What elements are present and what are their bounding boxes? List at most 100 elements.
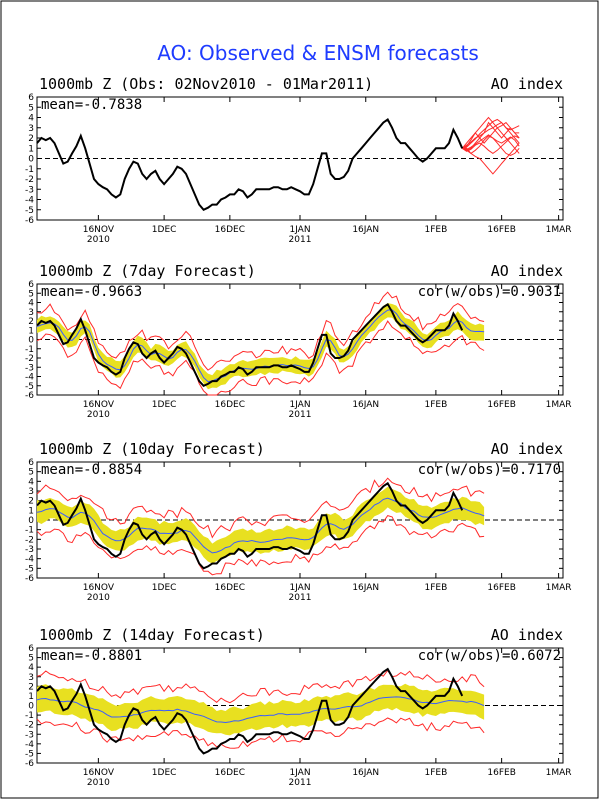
y-tick-label: -1	[25, 711, 34, 721]
x-tick-year: 2011	[289, 778, 312, 788]
y-tick-label: 6	[28, 93, 34, 103]
mean-label: mean=-0.8854	[41, 462, 142, 478]
chart-panel: 1000mb Z (7day Forecast) AO index mean=-0.…	[25, 262, 572, 420]
ensemble-spread-band	[37, 303, 485, 390]
ensemble-member-line	[462, 118, 520, 149]
mean-label: mean=-0.7838	[41, 97, 142, 113]
y-tick-label: 1	[28, 506, 34, 516]
y-tick-label: 4	[28, 663, 34, 673]
x-tick-label: 16FEB	[487, 225, 516, 235]
y-tick-label: -6	[25, 216, 34, 226]
y-tick-label: -3	[25, 545, 34, 555]
y-tick-label: -3	[25, 730, 34, 740]
y-tick-label: -2	[25, 175, 34, 185]
ensemble-member-line	[461, 116, 520, 149]
y-tick-label: -6	[25, 574, 34, 584]
x-tick-label: 16DEC	[215, 400, 245, 410]
observed-series-line	[36, 303, 464, 387]
x-tick-label: 1FEB	[425, 225, 448, 235]
chart-panel: 1000mb Z (14day Forecast) AO index mean=-0…	[25, 626, 572, 788]
x-tick-year: 2010	[87, 235, 110, 245]
x-tick-label: 1DEC	[152, 768, 177, 778]
x-tick-label: 1MAR	[546, 225, 572, 235]
observed-series-line	[36, 667, 464, 755]
y-tick-label: -1	[25, 345, 34, 355]
x-tick-year: 2010	[87, 778, 110, 788]
ensemble-min-line	[36, 320, 485, 396]
ensemble-max-line	[36, 291, 485, 371]
y-tick-label: 5	[28, 289, 34, 299]
y-tick-label: 1	[28, 144, 34, 154]
panel-title: 1000mb Z (10day Forecast)	[39, 440, 265, 458]
panel-index-label: AO index	[491, 626, 563, 644]
ensemble-mean-line	[36, 696, 485, 724]
x-tick-label: 1DEC	[152, 400, 177, 410]
panel-title: 1000mb Z (Obs: 02Nov2010 - 01Mar2011)	[39, 75, 373, 93]
x-tick-label: 16FEB	[487, 768, 516, 778]
y-tick-label: 4	[28, 477, 34, 487]
x-tick-label: 16NOV	[83, 583, 115, 593]
x-tick-label: 1FEB	[425, 583, 448, 593]
chart-panel: 1000mb Z (Obs: 02Nov2010 - 01Mar2011) AO …	[25, 75, 572, 245]
y-tick-label: -1	[25, 165, 34, 175]
ensemble-min-line	[36, 515, 485, 576]
x-tick-label: 16JAN	[352, 768, 379, 778]
panel-title: 1000mb Z (7day Forecast)	[39, 262, 256, 280]
y-tick-label: 4	[28, 299, 34, 309]
ensemble-member-line	[461, 121, 520, 149]
x-tick-label: 1MAR	[546, 583, 572, 593]
y-tick-label: 3	[28, 673, 34, 683]
x-tick-label: 1JAN	[289, 768, 310, 778]
x-tick-label: 1MAR	[546, 400, 572, 410]
y-tick-label: 2	[28, 682, 34, 692]
x-tick-year: 2010	[87, 410, 110, 420]
y-tick-label: 3	[28, 487, 34, 497]
ensemble-member-line	[461, 142, 520, 175]
x-tick-year: 2011	[289, 410, 312, 420]
y-tick-label: 3	[28, 308, 34, 318]
y-tick-label: 5	[28, 654, 34, 664]
x-tick-label: 1MAR	[546, 768, 572, 778]
y-tick-label: -5	[25, 382, 34, 392]
y-tick-label: -5	[25, 564, 34, 574]
panel-title: 1000mb Z (14day Forecast)	[39, 626, 265, 644]
x-tick-label: 16DEC	[215, 768, 245, 778]
panel-index-label: AO index	[491, 262, 563, 280]
observed-series-line	[36, 118, 464, 212]
y-tick-label: 5	[28, 103, 34, 113]
ensemble-member-line	[461, 121, 520, 151]
y-tick-label: 3	[28, 124, 34, 134]
y-tick-label: 6	[28, 644, 34, 654]
y-tick-label: -2	[25, 354, 34, 364]
y-tick-label: -1	[25, 526, 34, 536]
mean-label: mean=-0.9663	[41, 284, 142, 300]
x-tick-label: 16NOV	[83, 225, 115, 235]
y-tick-label: 0	[28, 336, 34, 346]
page-title: AO: Observed & ENSM forecasts	[157, 41, 479, 65]
ensemble-member-line	[461, 127, 520, 154]
y-tick-label: -4	[25, 740, 34, 750]
observed-series-line	[36, 481, 464, 570]
x-tick-label: 16NOV	[83, 768, 115, 778]
x-tick-label: 1FEB	[425, 768, 448, 778]
y-tick-label: -3	[25, 363, 34, 373]
x-tick-label: 16FEB	[487, 583, 516, 593]
y-tick-label: 1	[28, 692, 34, 702]
x-tick-label: 1DEC	[152, 225, 177, 235]
y-tick-label: 0	[28, 702, 34, 712]
y-tick-label: 2	[28, 317, 34, 327]
ensemble-spread-band	[37, 486, 485, 564]
chart-panels: 1000mb Z (Obs: 02Nov2010 - 01Mar2011) AO …	[25, 75, 572, 788]
y-tick-label: -5	[25, 206, 34, 216]
y-tick-label: 0	[28, 155, 34, 165]
x-tick-label: 16DEC	[215, 225, 245, 235]
x-tick-label: 1JAN	[289, 583, 310, 593]
y-tick-label: -4	[25, 196, 34, 206]
y-tick-label: 2	[28, 134, 34, 144]
x-tick-label: 16NOV	[83, 400, 115, 410]
correlation-label: cor(w/obs)=0.9031	[418, 284, 561, 300]
x-tick-year: 2011	[289, 593, 312, 603]
ensemble-max-line	[36, 477, 485, 539]
panel-index-label: AO index	[491, 440, 563, 458]
x-tick-label: 16FEB	[487, 400, 516, 410]
